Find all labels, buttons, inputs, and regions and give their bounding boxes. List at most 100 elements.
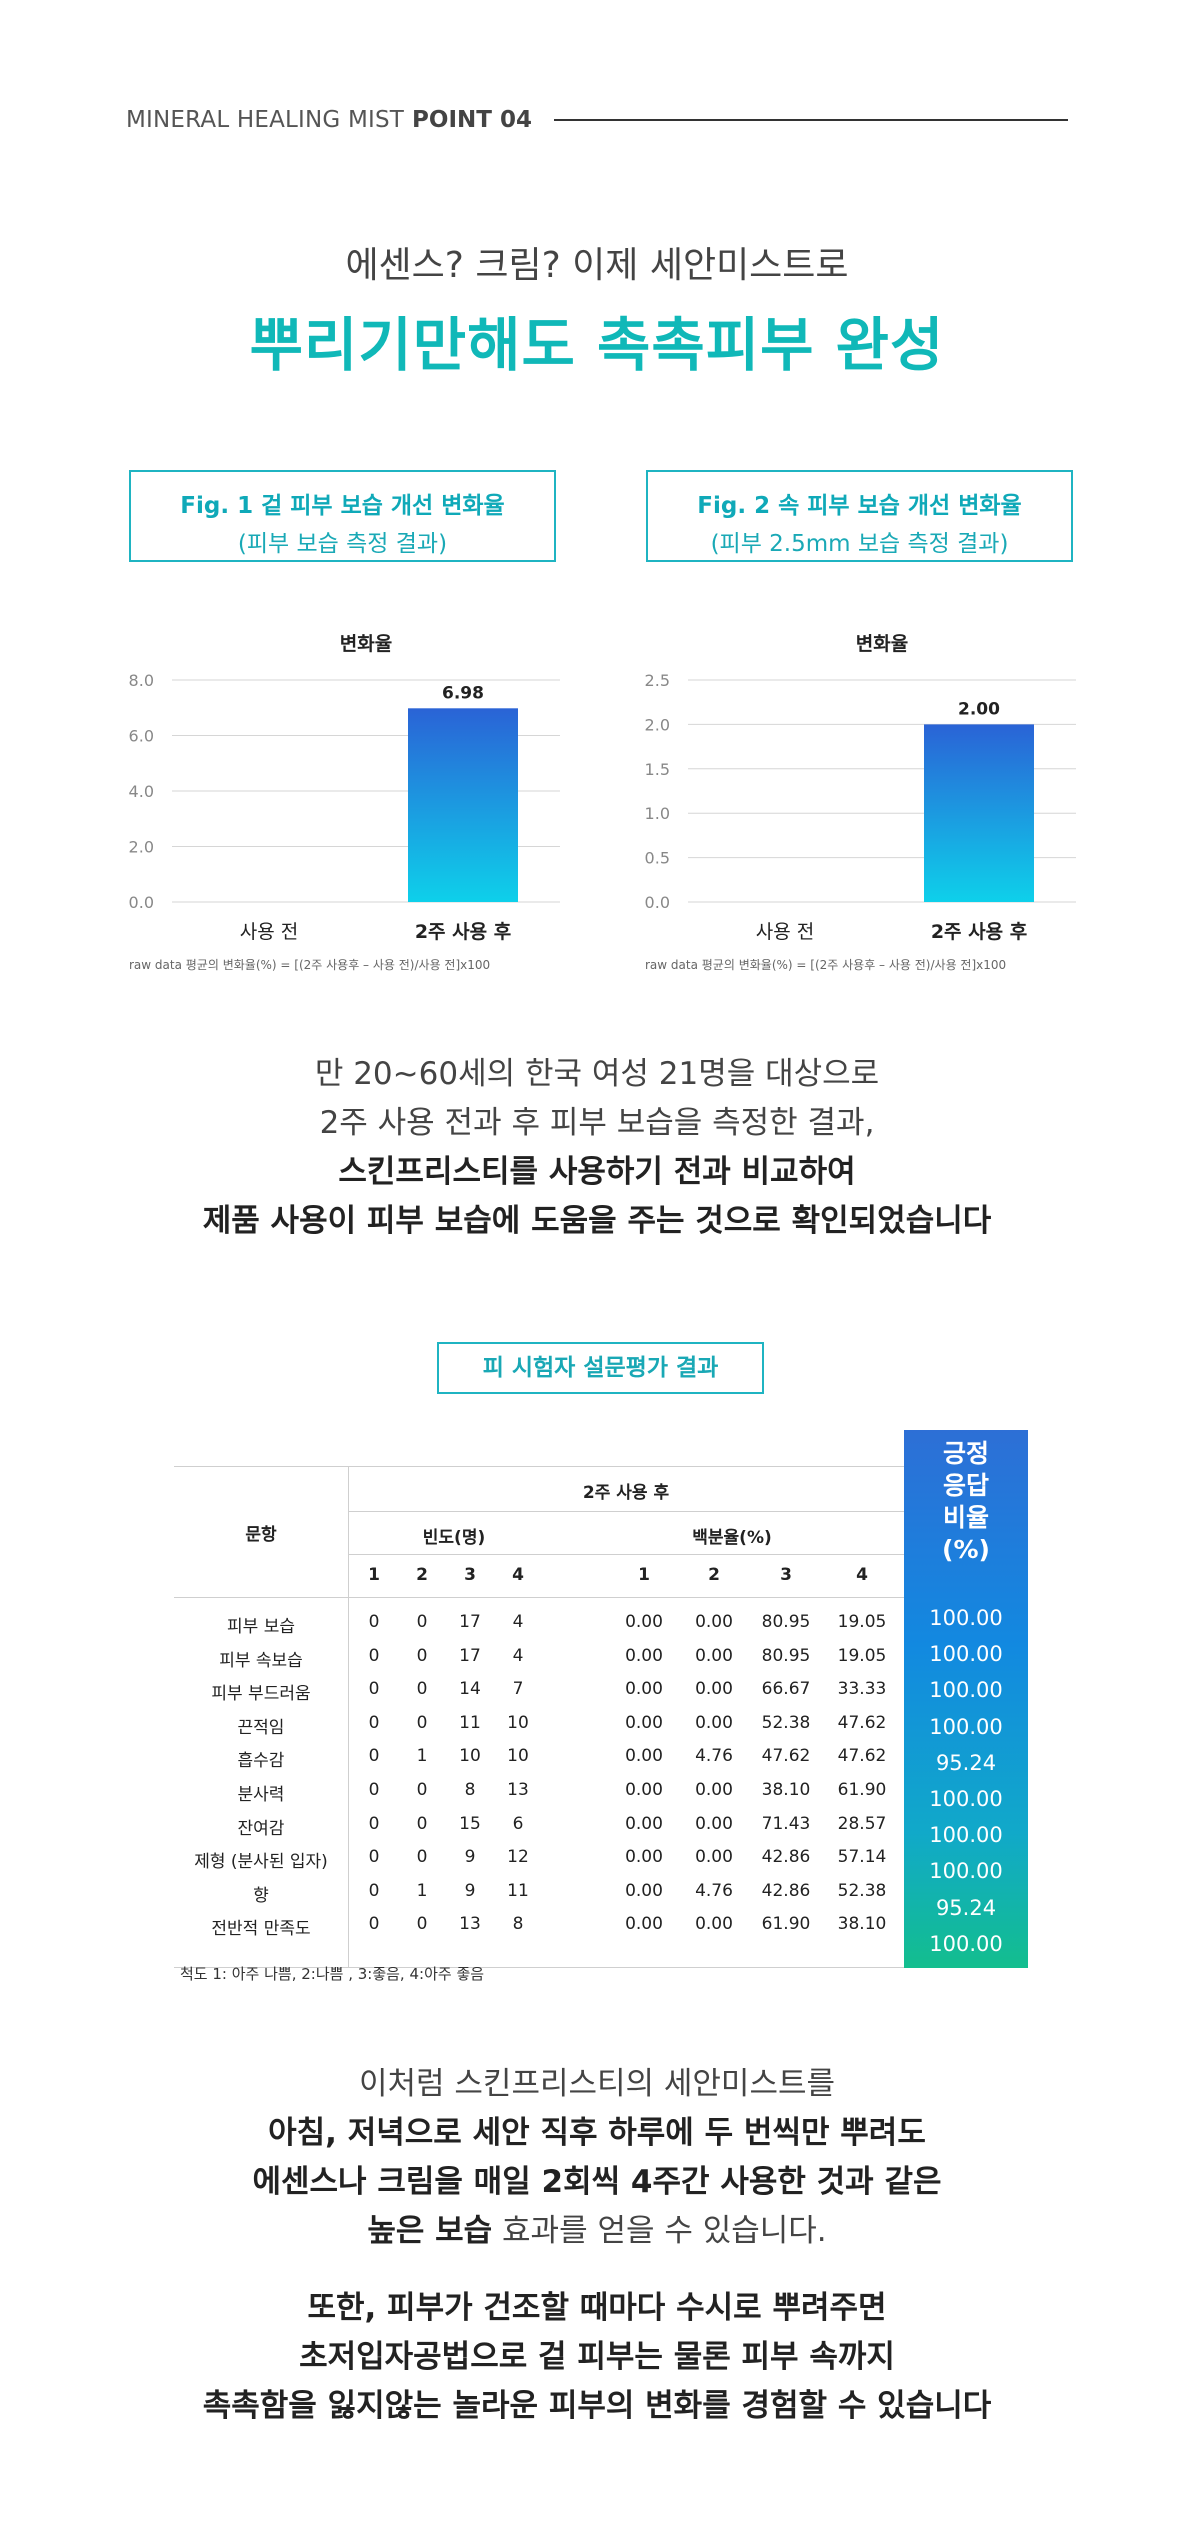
row-item-label: 피부 속보습: [219, 1650, 303, 1671]
header-title-bold: POINT 04: [412, 107, 532, 133]
positive-value: 100.00: [929, 1859, 1003, 1884]
fig1-title: Fig. 1 겉 피부 보습 개선 변화율: [180, 493, 505, 519]
pct-value: 47.62: [761, 1746, 811, 1767]
freq-value: 4: [512, 1645, 524, 1666]
col-header-freq: 빈도(명): [422, 1528, 486, 1548]
pct-value: 61.90: [837, 1780, 887, 1800]
pct-value: 38.10: [837, 1914, 887, 1935]
freq-scale-header: 3: [464, 1565, 476, 1585]
extra-benefit-line2: 초저입자공법으로 겉 피부는 물론 피부 속까지: [299, 2339, 895, 2375]
freq-value: 0: [416, 1780, 428, 1800]
table-rule-2: [348, 1511, 904, 1512]
positive-value: 95.24: [935, 1750, 997, 1775]
row-item-label: 피부 보습: [227, 1617, 295, 1637]
y-tick-label: 2.5: [645, 671, 670, 690]
pct-value: 0.00: [625, 1780, 663, 1800]
freq-value: 0: [416, 1813, 428, 1834]
chart-fig2: 변화율 0.0 0.5 1.0 1.5 2.0 2.5 사용 전 2.00 2주 사용 후: [636, 620, 1156, 950]
positive-value: 95.24: [935, 1895, 997, 1920]
data-label: 6.98: [442, 683, 484, 703]
freq-value: 0: [368, 1780, 380, 1800]
chart-fig1-footnote: raw data 평균의 변화율(%) = [(2주 사용후 – 사용 전)/사…: [129, 958, 491, 972]
freq-value: 0: [368, 1712, 380, 1733]
freq-value: 0: [368, 1679, 380, 1700]
pct-value: 0.00: [625, 1645, 663, 1666]
pct-value: 0.00: [695, 1914, 733, 1935]
y-tick-label: 2.0: [645, 715, 670, 734]
positive-header-line: 비율: [942, 1503, 989, 1532]
pct-value: 33.33: [837, 1679, 887, 1700]
pct-value: 57.14: [837, 1847, 887, 1868]
benefit-paragraph: 이처럼 스킨프리스티의 세안미스트를 아침, 저녁으로 세안 직후 하루에 두 …: [0, 2060, 1194, 2256]
pct-value: 71.43: [761, 1813, 811, 1834]
freq-value: 0: [416, 1914, 428, 1935]
pct-value: 0.00: [695, 1679, 733, 1700]
chart-fig1: 변화율 0.0 2.0 4.0 6.0 8.0 사용 전 6.98 2주 사용 후: [120, 620, 640, 950]
positive-header-line: 긍정: [942, 1439, 989, 1468]
positive-value: 100.00: [929, 1606, 1003, 1630]
chart-title: 변화율: [340, 633, 392, 655]
y-tick-label: 1.0: [645, 804, 670, 823]
freq-value: 9: [464, 1880, 476, 1901]
table-bottom-rule: [174, 1967, 904, 1968]
pct-scale-header: 2: [708, 1565, 720, 1585]
header-title-light: MINERAL HEALING MIST: [126, 107, 405, 133]
row-item-label: 피부 부드러움: [211, 1684, 311, 1705]
pct-value: 47.62: [837, 1712, 887, 1733]
pct-value: 52.38: [761, 1712, 811, 1733]
row-item-label: 향: [253, 1885, 269, 1906]
scale-note: 척도 1: 아주 나쁨, 2:나쁨 , 3:좋음, 4:아주 좋음: [180, 1965, 485, 1983]
freq-value: 4: [512, 1612, 524, 1632]
pct-value: 0.00: [625, 1914, 663, 1935]
pct-value: 42.86: [761, 1880, 811, 1901]
freq-value: 13: [459, 1914, 481, 1935]
section-header: MINERAL HEALING MIST POINT 04: [126, 104, 1068, 136]
freq-value: 0: [416, 1612, 428, 1632]
pct-scale-header: 3: [780, 1565, 792, 1585]
freq-value: 7: [512, 1679, 524, 1700]
survey-title: 피 시험자 설문평가 결과: [437, 1342, 764, 1394]
study-summary-line2: 2주 사용 전과 후 피부 보습을 측정한 결과,: [319, 1105, 875, 1141]
freq-value: 17: [459, 1612, 481, 1632]
freq-value: 10: [507, 1712, 529, 1733]
chart-fig2-svg: 변화율 0.0 0.5 1.0 1.5 2.0 2.5 사용 전 2.00 2주 사용 후: [645, 633, 1076, 943]
pct-value: 52.38: [837, 1880, 887, 1901]
freq-value: 0: [416, 1847, 428, 1868]
pct-value: 42.86: [761, 1847, 811, 1868]
fig2-title: Fig. 2 속 피부 보습 개선 변화율: [697, 493, 1022, 519]
positive-value: 100.00: [929, 1678, 1003, 1703]
freq-scale-header: 4: [512, 1565, 524, 1585]
benefit-line4-bold: 높은 보습: [367, 2213, 493, 2249]
freq-value: 0: [368, 1612, 380, 1632]
row-item-label: 끈적임: [237, 1717, 285, 1738]
table-vertical-rule: [348, 1466, 349, 1968]
freq-value: 6: [512, 1813, 524, 1834]
x-tick-label: 사용 전: [756, 921, 814, 943]
pct-value: 0.00: [695, 1645, 733, 1666]
positive-column-header: 긍정 응답 비율 (%): [904, 1438, 1028, 1566]
study-summary-line3: 스킨프리스티를 사용하기 전과 비교하여: [338, 1154, 856, 1190]
sub-headline: 에센스? 크림? 이제 세안미스트로: [345, 245, 849, 286]
positive-value: 100.00: [929, 1714, 1003, 1739]
freq-value: 11: [459, 1712, 481, 1733]
pct-value: 0.00: [625, 1712, 663, 1733]
bar-1: [924, 724, 1034, 902]
positive-value: 100.00: [929, 1642, 1003, 1667]
bar-1: [408, 708, 518, 902]
row-item-label: 전반적 만족도: [211, 1919, 311, 1940]
freq-value: 9: [464, 1847, 476, 1868]
pct-value: 0.00: [695, 1712, 733, 1733]
pct-value: 4.76: [695, 1746, 733, 1767]
freq-value: 10: [507, 1746, 529, 1767]
table-rule-4: [174, 1597, 904, 1598]
freq-value: 12: [507, 1847, 529, 1868]
pct-value: 0.00: [625, 1612, 663, 1632]
pct-value: 38.10: [761, 1780, 811, 1800]
study-summary-line4: 제품 사용이 피부 보습에 도움을 주는 것으로 확인되었습니다: [202, 1203, 992, 1239]
freq-value: 0: [368, 1645, 380, 1666]
extra-benefit-paragraph: 또한, 피부가 건조할 때마다 수시로 뿌려주면 초저입자공법으로 겉 피부는 …: [0, 2284, 1194, 2431]
study-summary-line1: 만 20~60세의 한국 여성 21명을 대상으로: [314, 1056, 880, 1092]
col-header-pct: 백분율(%): [692, 1528, 772, 1548]
pct-value: 0.00: [695, 1847, 733, 1868]
freq-value: 0: [416, 1645, 428, 1666]
